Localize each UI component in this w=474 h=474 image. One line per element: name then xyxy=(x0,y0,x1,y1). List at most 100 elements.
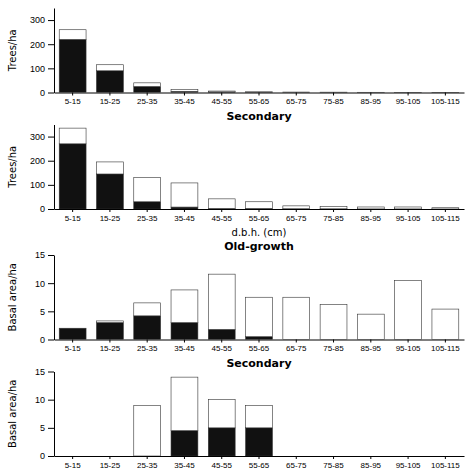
bar-segment xyxy=(96,162,123,174)
y-tick: 100 xyxy=(30,64,54,74)
bar-segment xyxy=(432,208,459,209)
tick-mark xyxy=(109,456,110,459)
x-tick: 105-115 xyxy=(431,340,460,354)
tick-mark xyxy=(259,93,260,96)
tick-mark xyxy=(48,255,54,256)
tick-label: 35-45 xyxy=(174,344,195,353)
tick-mark xyxy=(259,456,260,459)
x-tick: 95-105 xyxy=(396,209,421,223)
tick-mark xyxy=(184,93,185,96)
bar-segment xyxy=(171,89,198,91)
bar-segment xyxy=(96,323,123,340)
x-tick: 5-15 xyxy=(65,93,82,107)
bar-segment xyxy=(432,208,459,209)
y-tick: 5 xyxy=(40,423,54,433)
y-axis: 051015 xyxy=(35,250,55,345)
bar-segment xyxy=(134,405,161,456)
axis-line xyxy=(54,125,55,210)
bar-segment xyxy=(208,91,235,93)
tick-mark xyxy=(408,340,409,343)
bar-segment xyxy=(283,92,310,93)
tick-mark xyxy=(333,93,334,96)
bar-segment xyxy=(96,174,123,209)
tick-mark xyxy=(48,428,54,429)
x-tick: 5-15 xyxy=(65,340,82,354)
bar-segment xyxy=(96,456,123,457)
x-tick: 85-95 xyxy=(361,340,382,354)
tick-label: 300 xyxy=(30,132,45,142)
tick-label: 15 xyxy=(35,250,45,260)
bar-segment xyxy=(171,323,198,340)
x-tick: 85-95 xyxy=(361,456,382,470)
tick-label: 95-105 xyxy=(396,97,421,106)
tick-mark xyxy=(333,209,334,212)
x-tick: 95-105 xyxy=(396,93,421,107)
tick-mark xyxy=(259,340,260,343)
tick-mark xyxy=(72,93,73,96)
tick-label: 85-95 xyxy=(361,214,382,223)
y-tick: 10 xyxy=(35,279,54,289)
tick-mark xyxy=(445,456,446,459)
tick-mark xyxy=(48,161,54,162)
tick-label: 15-25 xyxy=(100,461,121,470)
bar-segment xyxy=(320,92,347,93)
tick-label: 15-25 xyxy=(100,344,121,353)
x-tick: 65-75 xyxy=(286,209,307,223)
tick-mark xyxy=(370,340,371,343)
x-tick: 55-65 xyxy=(249,93,270,107)
tick-mark xyxy=(333,456,334,459)
bar-segment xyxy=(357,92,384,93)
x-tick: 65-75 xyxy=(286,456,307,470)
bar-segment xyxy=(171,377,198,431)
y-axis: 051015 xyxy=(35,367,55,462)
bar-segment xyxy=(432,309,459,339)
y-tick: 0 xyxy=(40,335,54,345)
tick-label: 95-105 xyxy=(396,214,421,223)
bar-segment xyxy=(59,456,86,457)
bar-segment xyxy=(59,328,86,339)
tick-label: 65-75 xyxy=(286,97,307,106)
y-tick: 0 xyxy=(40,88,54,98)
tick-mark xyxy=(408,456,409,459)
tick-mark xyxy=(296,93,297,96)
tick-mark xyxy=(48,68,54,69)
tick-label: 5 xyxy=(40,423,45,433)
tick-mark xyxy=(259,209,260,212)
tick-mark xyxy=(48,400,54,401)
tick-mark xyxy=(48,283,54,284)
y-tick: 300 xyxy=(30,132,54,142)
y-tick: 200 xyxy=(30,40,54,50)
bar-segment xyxy=(59,30,86,40)
bar-segment xyxy=(59,456,86,457)
bar-segment xyxy=(320,456,347,457)
bar-segment xyxy=(59,39,86,92)
tick-mark xyxy=(445,209,446,212)
y-tick: 15 xyxy=(35,250,54,260)
y-tick: 10 xyxy=(35,395,54,405)
x-tick: 35-45 xyxy=(174,456,195,470)
panel-title: Secondary xyxy=(226,357,291,370)
tick-label: 10 xyxy=(35,395,45,405)
x-tick: 15-25 xyxy=(100,456,121,470)
bar-segment xyxy=(208,329,235,339)
axis-line xyxy=(54,256,55,341)
tick-label: 0 xyxy=(40,204,45,214)
bar-segment xyxy=(96,456,123,457)
bar-segment xyxy=(134,316,161,340)
x-tick: 105-115 xyxy=(431,456,460,470)
tick-mark xyxy=(48,93,54,94)
bar-segment xyxy=(246,428,273,456)
bar-segment xyxy=(320,206,347,208)
bars xyxy=(59,128,459,209)
bar-segment xyxy=(171,290,198,323)
bar-segment xyxy=(171,183,198,207)
bar-segment xyxy=(432,92,459,93)
bar-segment xyxy=(246,91,273,92)
tick-mark xyxy=(109,93,110,96)
x-tick: 75-85 xyxy=(323,93,344,107)
x-tick: 15-25 xyxy=(100,340,121,354)
x-tick: 105-115 xyxy=(431,209,460,223)
tick-mark xyxy=(408,93,409,96)
x-tick: 5-15 xyxy=(65,209,82,223)
chart: 01002003005-1515-2525-3535-4545-5555-656… xyxy=(0,0,474,474)
